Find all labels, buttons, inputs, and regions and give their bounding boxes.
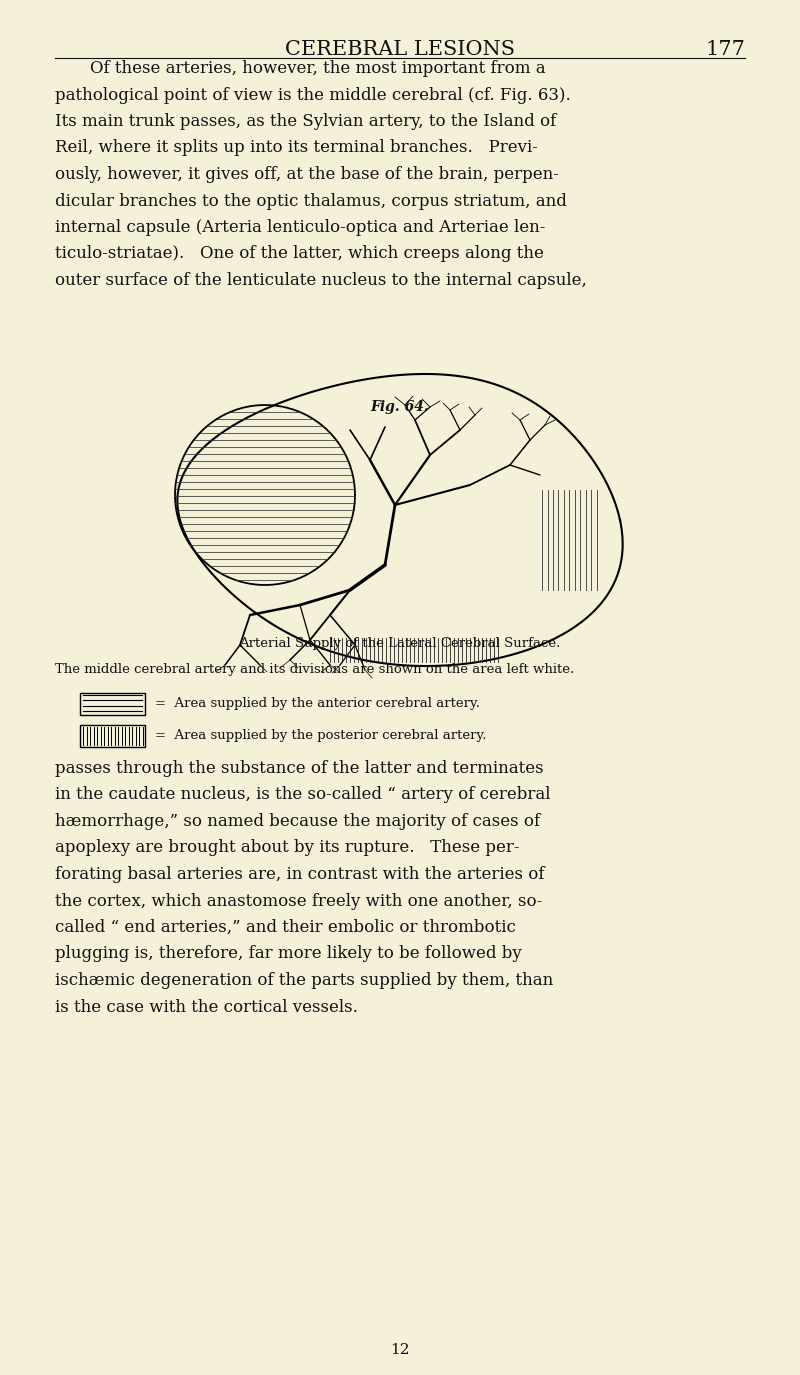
Text: called “ end arteries,” and their embolic or thrombotic: called “ end arteries,” and their emboli… [55,918,516,936]
Text: passes through the substance of the latter and terminates: passes through the substance of the latt… [55,760,544,777]
Bar [80,693,145,715]
Text: hæmorrhage,” so named because the majority of cases of: hæmorrhage,” so named because the majori… [55,813,540,830]
Text: Of these arteries, however, the most important from a: Of these arteries, however, the most imp… [90,60,546,77]
Text: The middle cerebral artery and its divisions are shown on the area left white.: The middle cerebral artery and its divis… [55,663,574,676]
Text: CEREBRAL LESIONS: CEREBRAL LESIONS [285,40,515,59]
Bar [80,725,145,747]
Text: 12: 12 [390,1343,410,1357]
Text: apoplexy are brought about by its rupture.   These per-: apoplexy are brought about by its ruptur… [55,840,519,857]
Text: the cortex, which anastomose freely with one another, so-: the cortex, which anastomose freely with… [55,892,542,909]
Text: ischæmic degeneration of the parts supplied by them, than: ischæmic degeneration of the parts suppl… [55,972,554,989]
Text: ously, however, it gives off, at the base of the brain, perpen-: ously, however, it gives off, at the bas… [55,166,559,183]
Text: internal capsule (Arteria lenticulo-optica and Arteriae len-: internal capsule (Arteria lenticulo-opti… [55,219,546,236]
Text: Fig. 64.: Fig. 64. [370,400,430,414]
Text: 177: 177 [705,40,745,59]
Text: ticulo-striatae).   One of the latter, which creeps along the: ticulo-striatae). One of the latter, whi… [55,246,544,263]
Text: is the case with the cortical vessels.: is the case with the cortical vessels. [55,998,358,1016]
Text: =  Area supplied by the anterior cerebral artery.: = Area supplied by the anterior cerebral… [155,697,480,711]
Text: plugging is, therefore, far more likely to be followed by: plugging is, therefore, far more likely … [55,946,522,962]
Text: in the caudate nucleus, is the so-called “ artery of cerebral: in the caudate nucleus, is the so-called… [55,786,550,803]
Text: Reil, where it splits up into its terminal branches.   Previ-: Reil, where it splits up into its termin… [55,139,538,157]
Text: Its main trunk passes, as the Sylvian artery, to the Island of: Its main trunk passes, as the Sylvian ar… [55,113,556,131]
Text: forating basal arteries are, in contrast with the arteries of: forating basal arteries are, in contrast… [55,866,545,883]
Text: dicular branches to the optic thalamus, corpus striatum, and: dicular branches to the optic thalamus, … [55,193,567,209]
Text: pathological point of view is the middle cerebral (cf. Fig. 63).: pathological point of view is the middle… [55,87,570,103]
Text: Arterial Supply of the Lateral Cerebral Surface.: Arterial Supply of the Lateral Cerebral … [239,637,561,650]
Text: outer surface of the lenticulate nucleus to the internal capsule,: outer surface of the lenticulate nucleus… [55,272,587,289]
Text: =  Area supplied by the posterior cerebral artery.: = Area supplied by the posterior cerebra… [155,730,486,742]
